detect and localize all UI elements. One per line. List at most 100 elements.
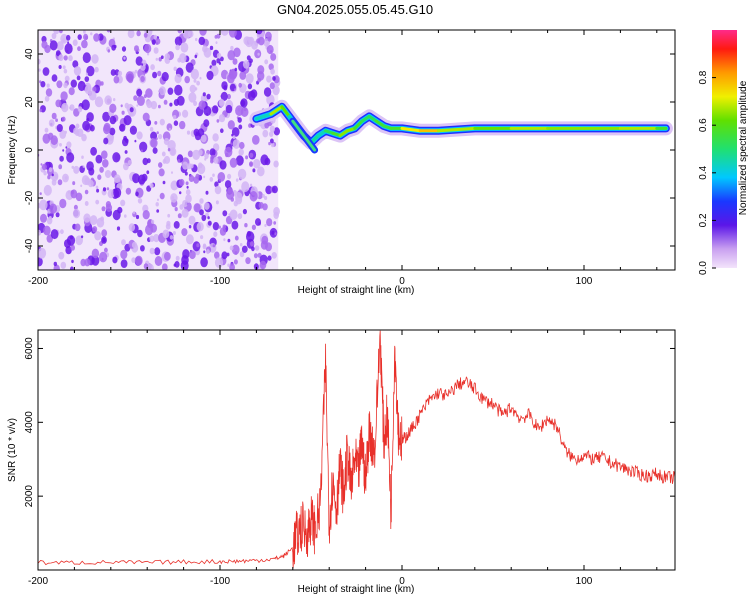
noise-speckle [39, 80, 42, 84]
noise-speckle [136, 104, 139, 107]
noise-speckle [137, 229, 143, 238]
noise-speckle [82, 120, 90, 131]
noise-speckle [238, 82, 242, 88]
noise-speckle [167, 87, 174, 95]
noise-speckle [77, 106, 83, 113]
noise-speckle [174, 73, 182, 84]
noise-speckle [266, 218, 273, 227]
noise-speckle [119, 123, 126, 132]
noise-speckle [232, 58, 238, 65]
frequency-ridge [249, 99, 673, 154]
noise-speckle [246, 55, 251, 61]
noise-speckle [209, 148, 216, 157]
noise-speckle [253, 253, 258, 259]
noise-speckle [48, 167, 53, 173]
noise-speckle [167, 213, 171, 218]
noise-speckle [239, 251, 245, 258]
noise-speckle [81, 133, 87, 142]
noise-speckle [200, 235, 204, 240]
noise-speckle [40, 81, 46, 88]
noise-speckle [50, 229, 59, 240]
noise-speckle [104, 247, 108, 253]
noise-speckle [229, 209, 238, 220]
noise-speckle [214, 251, 220, 259]
noise-speckle [95, 199, 100, 205]
noise-speckle [229, 263, 235, 270]
noise-speckle [77, 46, 81, 52]
noise-speckle [136, 88, 143, 97]
noise-speckle [63, 68, 68, 74]
noise-speckle [84, 76, 90, 82]
noise-speckle [109, 127, 116, 136]
noise-speckle [270, 68, 275, 75]
noise-speckle [169, 102, 173, 107]
noise-speckle [150, 100, 158, 110]
noise-speckle [245, 73, 254, 84]
noise-speckle [57, 179, 63, 186]
noise-speckle [51, 173, 54, 177]
noise-speckle [141, 63, 144, 66]
noise-speckle [195, 37, 198, 42]
noise-speckle [180, 260, 189, 270]
noise-speckle [273, 160, 279, 168]
noise-speckle [249, 152, 254, 158]
noise-speckle [200, 257, 208, 268]
noise-speckle [179, 120, 186, 130]
noise-speckle [218, 114, 226, 123]
noise-speckle [116, 226, 121, 231]
noise-speckle [150, 131, 158, 141]
noise-speckle [142, 112, 150, 122]
noise-speckle [157, 198, 159, 202]
noise-speckle [120, 249, 128, 260]
noise-speckle [46, 217, 53, 225]
noise-speckle [199, 209, 204, 216]
noise-speckle [54, 174, 58, 179]
noise-speckle [149, 126, 154, 132]
noise-speckle [261, 235, 269, 245]
noise-speckle [202, 92, 206, 97]
x-tick-label: 0 [399, 276, 405, 287]
noise-speckle [207, 220, 212, 226]
y-tick-label: 4000 [24, 411, 35, 434]
noise-speckle [174, 207, 178, 212]
noise-speckle [55, 118, 58, 122]
noise-speckle [40, 213, 47, 223]
noise-speckle [240, 100, 246, 107]
noise-speckle [63, 55, 68, 61]
noise-speckle [45, 88, 53, 97]
noise-speckle [163, 155, 171, 164]
noise-speckle [211, 59, 217, 67]
noise-speckle [179, 204, 184, 210]
noise-speckle [158, 104, 161, 109]
noise-speckle [161, 263, 168, 270]
noise-speckle [149, 235, 155, 242]
noise-speckle [72, 60, 79, 68]
noise-speckle [153, 34, 158, 40]
noise-speckle [158, 168, 165, 177]
noise-speckle [194, 87, 198, 91]
noise-speckle [112, 152, 121, 163]
noise-speckle [110, 69, 116, 76]
noise-speckle [83, 30, 86, 34]
noise-speckle [250, 183, 253, 187]
noise-speckle [238, 124, 243, 130]
noise-speckle [136, 131, 143, 140]
noise-speckle [136, 30, 141, 37]
noise-speckle [216, 119, 220, 123]
noise-speckle [127, 159, 132, 166]
noise-speckle [200, 134, 207, 143]
colorbar-tick-label: 0.2 [698, 213, 709, 227]
noise-speckle [245, 257, 251, 265]
noise-speckle [209, 45, 214, 51]
noise-speckle [220, 128, 224, 133]
noise-speckle [124, 150, 128, 154]
noise-speckle [264, 196, 268, 200]
noise-speckle [173, 66, 177, 72]
noise-speckle [117, 70, 123, 77]
noise-speckle [105, 203, 113, 212]
noise-speckle [238, 148, 244, 156]
noise-speckle [55, 99, 62, 108]
noise-speckle [178, 178, 185, 187]
noise-speckle [103, 137, 109, 145]
noise-speckle [158, 133, 163, 140]
